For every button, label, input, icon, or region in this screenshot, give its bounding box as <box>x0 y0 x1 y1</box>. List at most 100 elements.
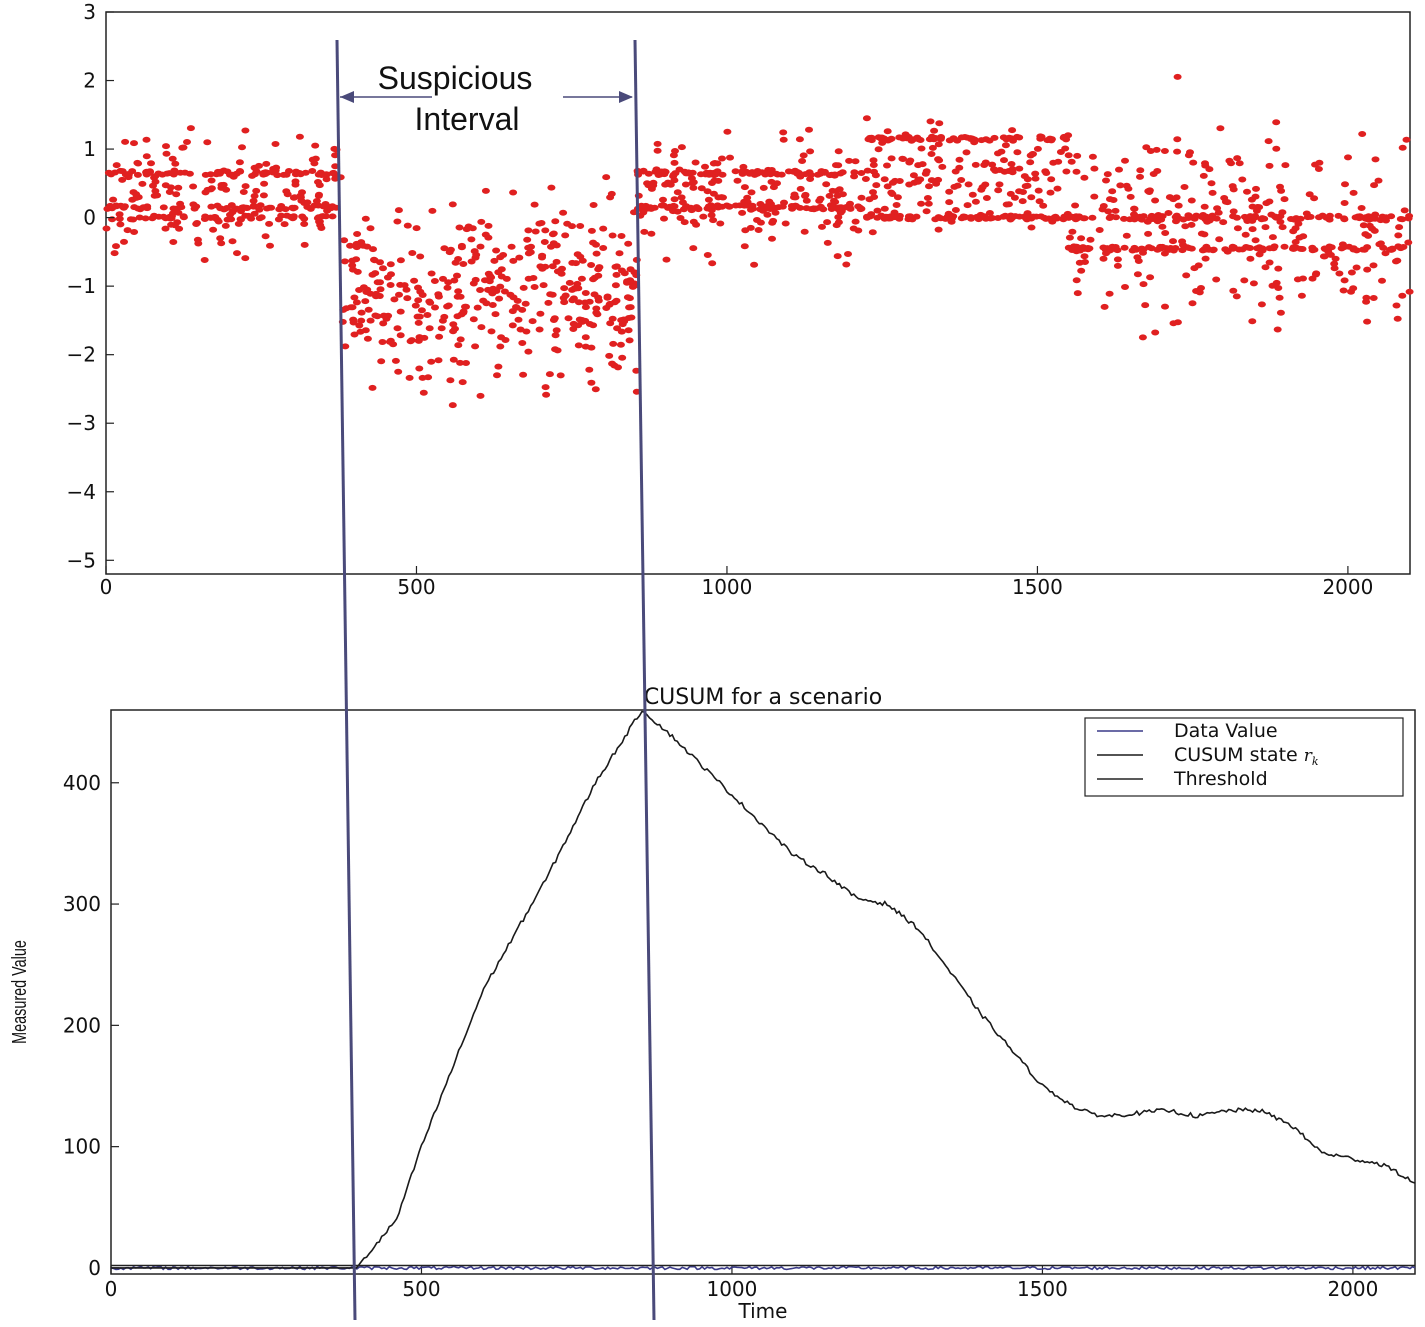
scatter-point <box>1011 213 1020 220</box>
scatter-point <box>703 188 712 195</box>
scatter-point <box>413 313 422 320</box>
scatter-point <box>458 379 467 386</box>
scatter-point <box>765 198 774 205</box>
scatter-point <box>378 339 387 345</box>
scatter-point <box>1258 215 1267 222</box>
scatter-point <box>530 201 539 208</box>
scatter-point <box>492 247 501 254</box>
scatter-point <box>298 213 307 220</box>
scatter-point <box>1179 242 1187 248</box>
scatter-point <box>1187 197 1196 204</box>
scatter-point <box>560 299 569 306</box>
scatter-point <box>244 212 253 219</box>
scatter-point <box>617 328 626 335</box>
scatter-point <box>449 356 458 363</box>
scatter-point <box>123 227 132 234</box>
scatter-point <box>1359 222 1368 229</box>
scatter-point <box>763 203 772 210</box>
scatter-point <box>1134 258 1143 264</box>
scatter-point <box>1008 169 1017 176</box>
scatter-point <box>454 342 463 349</box>
scatter-point <box>150 174 159 181</box>
scatter-point <box>396 257 405 264</box>
scatter-point <box>1136 173 1144 180</box>
scatter-point <box>1212 276 1221 283</box>
scatter-point <box>330 145 339 152</box>
annotation-line1: Suspicious <box>378 60 533 96</box>
scatter-point <box>671 148 679 154</box>
scatter-point <box>238 144 246 151</box>
scatter-point <box>1120 215 1128 222</box>
scatter-point <box>548 291 557 298</box>
scatter-point <box>217 240 226 247</box>
scatter-point <box>1347 269 1356 276</box>
scatter-point <box>315 191 323 198</box>
scatter-point <box>279 171 288 178</box>
scatter-point <box>439 275 447 282</box>
scatter-point <box>738 209 747 216</box>
scatter-point <box>1120 244 1129 251</box>
scatter-point <box>206 171 215 178</box>
scatter-point <box>165 189 174 195</box>
scatter-point <box>917 145 926 152</box>
scatter-point <box>932 180 941 187</box>
scatter-point <box>578 318 587 325</box>
scatter-point <box>207 177 216 184</box>
scatter-point <box>962 149 971 156</box>
scatter-point <box>893 194 902 201</box>
scatter-point <box>1228 183 1237 190</box>
scatter-point <box>462 360 470 366</box>
scatter-point <box>440 245 449 252</box>
scatter-point <box>603 294 612 301</box>
scatter-point <box>796 185 805 192</box>
scatter-point <box>455 224 464 231</box>
scatter-point <box>408 250 417 256</box>
scatter-point <box>1081 259 1089 265</box>
scatter-point <box>573 251 582 258</box>
scatter-point <box>716 220 725 227</box>
scatter-point <box>1203 218 1212 225</box>
scatter-point <box>1031 170 1040 177</box>
scatter-point <box>923 195 932 201</box>
scatter-point <box>1255 251 1264 258</box>
scatter-point <box>1169 238 1177 245</box>
scatter-point <box>767 178 776 185</box>
scatter-point <box>1099 244 1108 251</box>
scatter-point <box>521 300 530 307</box>
scatter-point <box>790 191 799 198</box>
scatter-point <box>1090 193 1099 200</box>
scatter-point <box>625 337 634 344</box>
scatter-point <box>1028 151 1037 158</box>
scatter-point <box>1246 255 1255 262</box>
scatter-point <box>677 194 686 201</box>
scatter-point <box>430 278 439 284</box>
cusum-y-tick-label: 400 <box>63 771 101 795</box>
scatter-point <box>488 302 497 308</box>
scatter-point <box>172 191 181 198</box>
scatter-point <box>1277 187 1286 194</box>
scatter-point <box>216 235 225 242</box>
scatter-point <box>1027 194 1036 201</box>
scatter-point <box>753 168 762 174</box>
scatter-point <box>524 348 533 355</box>
scatter-point <box>250 193 259 199</box>
scatter-point <box>476 392 485 399</box>
scatter-point <box>1013 149 1022 156</box>
scatter-point <box>425 325 434 332</box>
scatter-point <box>587 227 596 234</box>
scatter-point <box>1335 270 1344 277</box>
annotation-line2: Interval <box>415 101 520 137</box>
scatter-point <box>650 204 659 211</box>
scatter-point <box>1201 162 1210 169</box>
scatter-point <box>167 184 175 191</box>
scatter-point <box>1276 309 1285 316</box>
scatter-point <box>142 153 151 160</box>
scatter-point <box>427 358 436 365</box>
scatter-point <box>1261 224 1270 231</box>
scatter-point <box>1280 243 1289 250</box>
scatter-point <box>282 212 291 219</box>
scatter-point <box>1311 271 1320 278</box>
scatter-point <box>203 139 212 146</box>
scatter-point <box>959 213 968 220</box>
scatter-point <box>662 256 671 263</box>
